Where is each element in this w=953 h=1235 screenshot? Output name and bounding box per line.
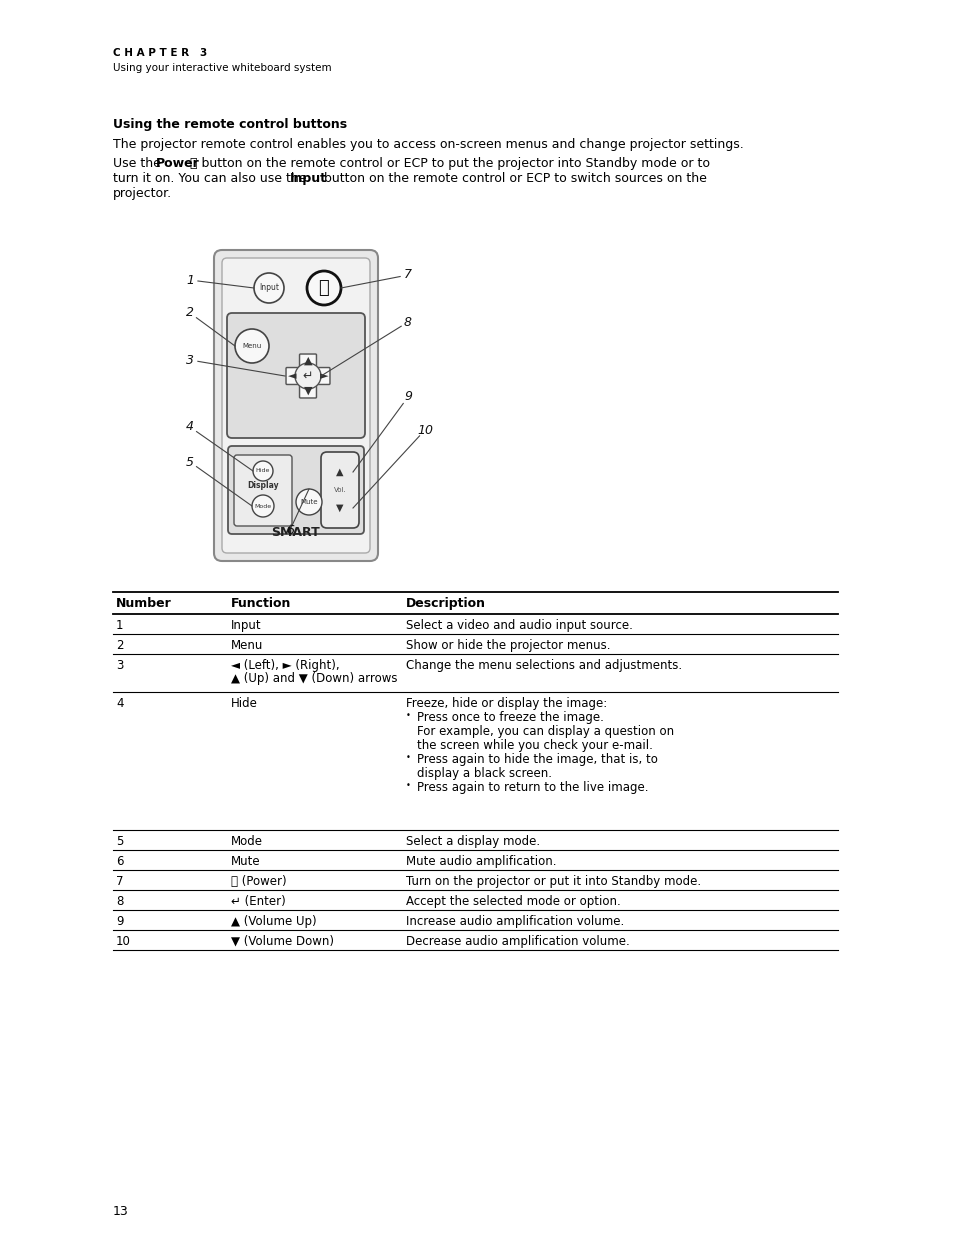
Text: 10: 10 xyxy=(416,424,433,436)
Text: 2: 2 xyxy=(116,638,123,652)
Text: 9: 9 xyxy=(116,915,123,927)
Text: Increase audio amplification volume.: Increase audio amplification volume. xyxy=(406,915,623,927)
Text: ▼ (Volume Down): ▼ (Volume Down) xyxy=(231,935,334,948)
Text: Input: Input xyxy=(290,172,326,185)
Text: ◄: ◄ xyxy=(288,370,296,382)
Text: projector.: projector. xyxy=(112,186,172,200)
Text: Function: Function xyxy=(231,597,291,610)
Text: 6: 6 xyxy=(116,855,123,868)
Circle shape xyxy=(294,363,320,389)
Text: ⏻ (Power): ⏻ (Power) xyxy=(231,876,286,888)
FancyBboxPatch shape xyxy=(222,258,370,553)
Text: 4: 4 xyxy=(186,420,193,433)
Text: Number: Number xyxy=(116,597,172,610)
Text: 7: 7 xyxy=(403,268,412,282)
Text: 3: 3 xyxy=(186,353,193,367)
Text: The projector remote control enables you to access on-screen menus and change pr: The projector remote control enables you… xyxy=(112,138,743,151)
FancyBboxPatch shape xyxy=(233,454,292,526)
Text: 3: 3 xyxy=(116,659,123,672)
Text: Vol.: Vol. xyxy=(334,487,346,493)
FancyBboxPatch shape xyxy=(300,354,315,396)
Text: button on the remote control or ECP to switch sources on the: button on the remote control or ECP to s… xyxy=(319,172,706,185)
Text: 6: 6 xyxy=(286,524,294,536)
Text: Press once to freeze the image.: Press once to freeze the image. xyxy=(416,711,603,724)
Text: ↵ (Enter): ↵ (Enter) xyxy=(231,895,286,908)
Text: 4: 4 xyxy=(116,697,123,710)
Text: Using your interactive whiteboard system: Using your interactive whiteboard system xyxy=(112,63,332,73)
Text: Select a video and audio input source.: Select a video and audio input source. xyxy=(406,619,632,632)
Text: ▲: ▲ xyxy=(303,356,312,366)
Text: ⏻ button on the remote control or ECP to put the projector into Standby mode or : ⏻ button on the remote control or ECP to… xyxy=(186,157,710,170)
FancyBboxPatch shape xyxy=(213,249,377,561)
Text: Freeze, hide or display the image:: Freeze, hide or display the image: xyxy=(406,697,607,710)
Text: •: • xyxy=(406,711,411,720)
Text: Press again to return to the live image.: Press again to return to the live image. xyxy=(416,781,648,794)
Text: SMART: SMART xyxy=(272,526,320,540)
Text: 2: 2 xyxy=(186,306,193,320)
Text: •: • xyxy=(406,753,411,762)
Text: Press again to hide the image, that is, to: Press again to hide the image, that is, … xyxy=(416,753,658,766)
Text: Using the remote control buttons: Using the remote control buttons xyxy=(112,119,347,131)
FancyBboxPatch shape xyxy=(287,368,329,384)
Text: Change the menu selections and adjustments.: Change the menu selections and adjustmen… xyxy=(406,659,681,672)
Text: Mode: Mode xyxy=(231,835,263,848)
Text: Mute: Mute xyxy=(300,499,317,505)
Text: 5: 5 xyxy=(186,456,193,468)
Text: Mute: Mute xyxy=(231,855,260,868)
Text: 1: 1 xyxy=(116,619,123,632)
Circle shape xyxy=(253,273,284,303)
FancyBboxPatch shape xyxy=(228,446,364,534)
Text: Use the: Use the xyxy=(112,157,165,170)
Text: 9: 9 xyxy=(403,390,412,404)
Text: ▲: ▲ xyxy=(335,467,343,477)
Text: 13: 13 xyxy=(112,1205,129,1218)
Text: Mode: Mode xyxy=(254,504,272,509)
Text: 8: 8 xyxy=(403,315,412,329)
Text: the screen while you check your e-mail.: the screen while you check your e-mail. xyxy=(416,739,652,752)
Circle shape xyxy=(234,329,269,363)
Text: •: • xyxy=(406,781,411,790)
Text: Accept the selected mode or option.: Accept the selected mode or option. xyxy=(406,895,620,908)
Text: 10: 10 xyxy=(116,935,131,948)
Text: For example, you can display a question on: For example, you can display a question … xyxy=(416,725,674,739)
Text: display a black screen.: display a black screen. xyxy=(416,767,552,781)
Text: Turn on the projector or put it into Standby mode.: Turn on the projector or put it into Sta… xyxy=(406,876,700,888)
Text: ▼: ▼ xyxy=(335,503,343,513)
Circle shape xyxy=(252,495,274,517)
Text: Display: Display xyxy=(247,482,278,490)
Text: Input: Input xyxy=(258,284,278,293)
Text: Menu: Menu xyxy=(231,638,263,652)
Text: ⏻: ⏻ xyxy=(318,279,329,296)
Text: Hide: Hide xyxy=(231,697,257,710)
FancyBboxPatch shape xyxy=(320,452,358,529)
Text: ▲ (Up) and ▼ (Down) arrows: ▲ (Up) and ▼ (Down) arrows xyxy=(231,672,397,685)
Circle shape xyxy=(253,461,273,480)
Text: 5: 5 xyxy=(116,835,123,848)
Text: 1: 1 xyxy=(186,273,193,287)
Text: ►: ► xyxy=(319,370,328,382)
Text: ▼: ▼ xyxy=(303,387,312,396)
Text: Select a display mode.: Select a display mode. xyxy=(406,835,539,848)
Text: Show or hide the projector menus.: Show or hide the projector menus. xyxy=(406,638,610,652)
Text: Decrease audio amplification volume.: Decrease audio amplification volume. xyxy=(406,935,629,948)
Text: Power: Power xyxy=(155,157,199,170)
Text: Description: Description xyxy=(406,597,485,610)
Text: Menu: Menu xyxy=(242,343,261,350)
Text: Input: Input xyxy=(231,619,261,632)
FancyBboxPatch shape xyxy=(227,312,365,438)
Circle shape xyxy=(295,489,322,515)
Text: 8: 8 xyxy=(116,895,123,908)
Text: Hide: Hide xyxy=(255,468,270,473)
Text: 7: 7 xyxy=(116,876,123,888)
Text: ↵: ↵ xyxy=(302,369,313,383)
Text: Mute audio amplification.: Mute audio amplification. xyxy=(406,855,556,868)
Text: C H A P T E R   3: C H A P T E R 3 xyxy=(112,48,207,58)
Text: ◄ (Left), ► (Right),: ◄ (Left), ► (Right), xyxy=(231,659,339,672)
Text: ▲ (Volume Up): ▲ (Volume Up) xyxy=(231,915,316,927)
Circle shape xyxy=(307,270,340,305)
Text: turn it on. You can also use the: turn it on. You can also use the xyxy=(112,172,310,185)
